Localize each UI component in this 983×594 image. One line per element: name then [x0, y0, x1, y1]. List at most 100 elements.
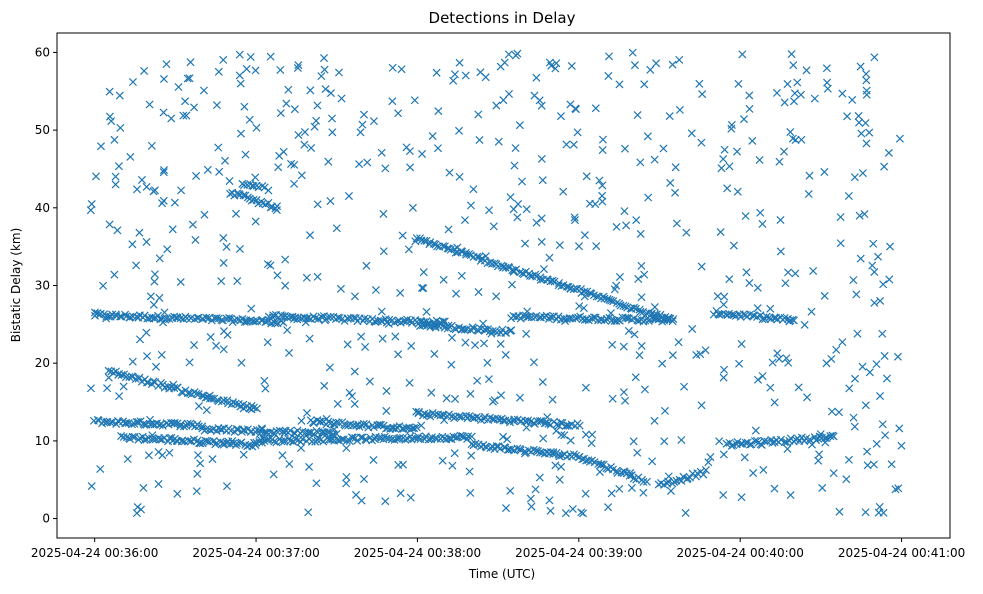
detection-point: [836, 213, 845, 222]
detection-point: [485, 413, 494, 422]
detection-point: [107, 117, 116, 126]
x-tick-label: 2025-04-24 00:41:00: [838, 546, 965, 560]
detection-point: [858, 362, 867, 371]
detection-point: [742, 268, 751, 277]
detection-point: [570, 216, 579, 225]
detection-point: [790, 89, 799, 98]
detection-point: [829, 469, 838, 478]
detection-point: [439, 275, 448, 284]
detection-point: [108, 310, 117, 319]
detection-point: [736, 439, 745, 448]
detection-point: [269, 311, 278, 320]
detection-point: [183, 74, 192, 83]
chart-title: Detections in Delay: [429, 9, 576, 27]
detection-point: [241, 150, 250, 159]
detection-point: [428, 132, 437, 141]
detection-point: [612, 466, 621, 475]
detection-point: [115, 392, 124, 401]
detection-point: [520, 449, 529, 458]
detection-point: [311, 314, 320, 323]
detection-point: [467, 432, 476, 441]
detection-point: [527, 502, 536, 511]
detection-point: [612, 281, 621, 290]
detection-point: [820, 167, 829, 176]
detection-point: [620, 144, 629, 153]
detection-point: [856, 62, 865, 71]
detection-point: [176, 277, 185, 287]
detection-point: [114, 162, 123, 171]
detection-point: [562, 140, 571, 149]
detection-point: [442, 394, 451, 403]
detection-point: [394, 460, 403, 469]
detection-point: [695, 79, 704, 88]
detection-point: [191, 235, 200, 244]
detection-point: [880, 162, 889, 171]
detection-point: [159, 74, 168, 84]
detection-point: [635, 351, 644, 360]
detection-point: [167, 418, 176, 427]
detection-point: [453, 243, 462, 252]
detection-point: [455, 412, 464, 421]
detection-point: [450, 449, 459, 458]
detection-point: [725, 162, 734, 171]
detection-point: [818, 483, 827, 492]
detection-point: [760, 437, 769, 446]
detection-point: [536, 275, 545, 284]
detection-point: [427, 388, 436, 397]
detection-point: [313, 272, 322, 281]
detection-point: [636, 307, 645, 316]
detection-point: [159, 108, 168, 117]
detection-point: [87, 199, 96, 209]
detection-point: [310, 122, 319, 131]
detection-point: [242, 64, 251, 73]
detection-point: [252, 123, 261, 132]
detection-point: [775, 354, 784, 363]
detection-point: [332, 418, 341, 427]
detection-point: [381, 497, 390, 506]
detection-point: [186, 58, 195, 67]
detection-point: [356, 433, 365, 442]
detection-point: [279, 147, 288, 156]
detection-point: [233, 277, 242, 286]
detection-point: [496, 62, 505, 71]
detection-point: [786, 128, 795, 137]
detection-point: [252, 404, 261, 413]
detection-point: [646, 65, 655, 74]
detection-point: [895, 424, 904, 433]
detection-point: [446, 434, 455, 443]
detection-point: [539, 265, 548, 274]
detection-point: [674, 338, 683, 347]
detection-point: [402, 143, 411, 152]
detection-point: [448, 461, 457, 470]
detection-point: [552, 420, 561, 429]
detection-point: [411, 237, 420, 246]
detection-point: [105, 87, 114, 96]
detection-point: [321, 85, 330, 94]
detection-point: [455, 58, 464, 67]
detection-point: [87, 482, 96, 491]
detection-point: [863, 461, 872, 470]
detection-point: [637, 261, 646, 270]
detection-point: [239, 450, 248, 459]
detection-point: [668, 351, 677, 360]
detection-point: [875, 502, 884, 511]
detection-point: [237, 438, 246, 447]
y-tick-label: 30: [35, 279, 50, 293]
detection-point: [810, 94, 819, 103]
detection-point: [215, 167, 224, 176]
detection-point: [144, 451, 153, 460]
detection-point: [179, 422, 188, 431]
detection-point: [146, 292, 155, 301]
detection-point: [359, 316, 368, 325]
detection-point: [160, 308, 169, 317]
detection-point: [113, 226, 122, 235]
detection-point: [115, 91, 124, 100]
detection-point: [581, 383, 590, 392]
detection-point: [671, 163, 680, 172]
detection-point: [768, 358, 777, 367]
detection-point: [499, 432, 508, 441]
detection-point: [497, 391, 506, 400]
detection-point: [652, 59, 661, 68]
detection-point: [247, 304, 256, 313]
detection-point: [570, 213, 579, 222]
